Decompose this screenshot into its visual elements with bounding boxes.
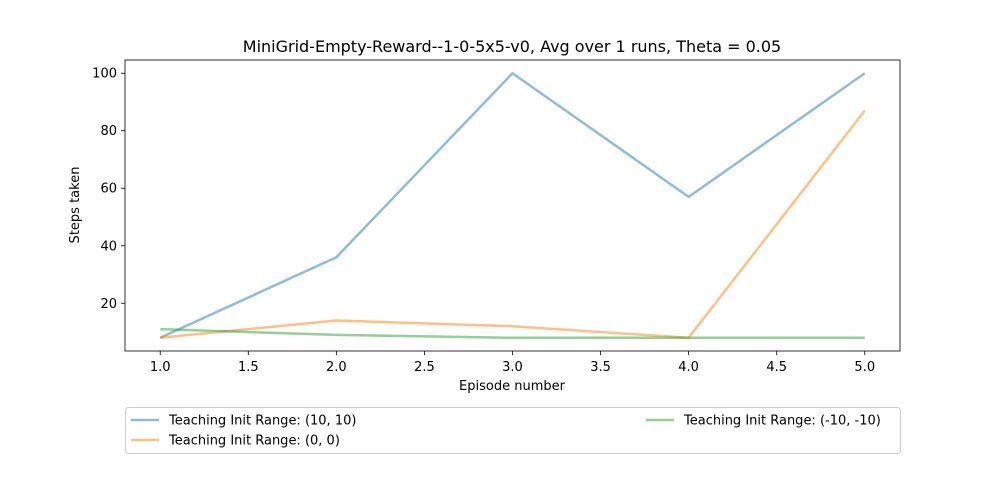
legend-box <box>125 407 901 454</box>
y-axis-ticks: 20 40 60 80 100 <box>92 67 125 312</box>
x-axis-ticks: 1.0 1.5 2.0 2.5 3.0 3.5 4.0 4.5 5.0 <box>150 351 875 375</box>
legend-label-1: Teaching Init Range: (10, 10) <box>168 414 356 429</box>
y-axis-label: Steps taken <box>68 167 83 244</box>
y-tick-label: 60 <box>100 182 117 197</box>
series-lines <box>159 71 866 340</box>
x-tick-label: 1.0 <box>150 360 171 375</box>
legend-label-2: Teaching Init Range: (0, 0) <box>168 434 340 449</box>
x-tick-label: 4.5 <box>766 360 787 375</box>
y-tick-label: 80 <box>100 124 117 139</box>
x-tick-label: 2.0 <box>326 360 347 375</box>
x-tick-label: 1.5 <box>238 360 259 375</box>
x-axis-label: Episode number <box>459 379 566 394</box>
plot-area <box>124 59 901 352</box>
series-line-1 <box>159 71 866 339</box>
series-line-2 <box>160 109 866 340</box>
chart-title: MiniGrid-Empty-Reward--1-0-5x5-v0, Avg o… <box>243 37 781 56</box>
x-tick-label: 3.0 <box>502 360 523 375</box>
series-line-3 <box>160 327 865 340</box>
x-tick-label: 5.0 <box>854 360 875 375</box>
legend: Teaching Init Range: (10, 10) Teaching In… <box>125 407 901 454</box>
legend-label-3: Teaching Init Range: (-10, -10) <box>683 414 881 429</box>
x-tick-label: 2.5 <box>414 360 435 375</box>
x-tick-label: 3.5 <box>590 360 611 375</box>
x-tick-label: 4.0 <box>678 360 699 375</box>
y-tick-label: 20 <box>100 297 117 312</box>
y-tick-label: 100 <box>92 67 117 82</box>
plot-frame <box>124 59 901 352</box>
y-tick-label: 40 <box>100 239 117 254</box>
